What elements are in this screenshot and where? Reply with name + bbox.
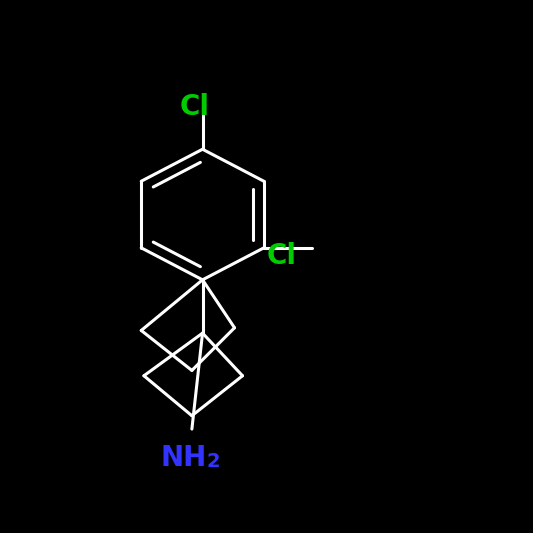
Text: Cl: Cl [180,93,209,120]
Text: NH: NH [161,445,207,472]
Text: 2: 2 [206,451,220,471]
Text: Cl: Cl [266,242,296,270]
